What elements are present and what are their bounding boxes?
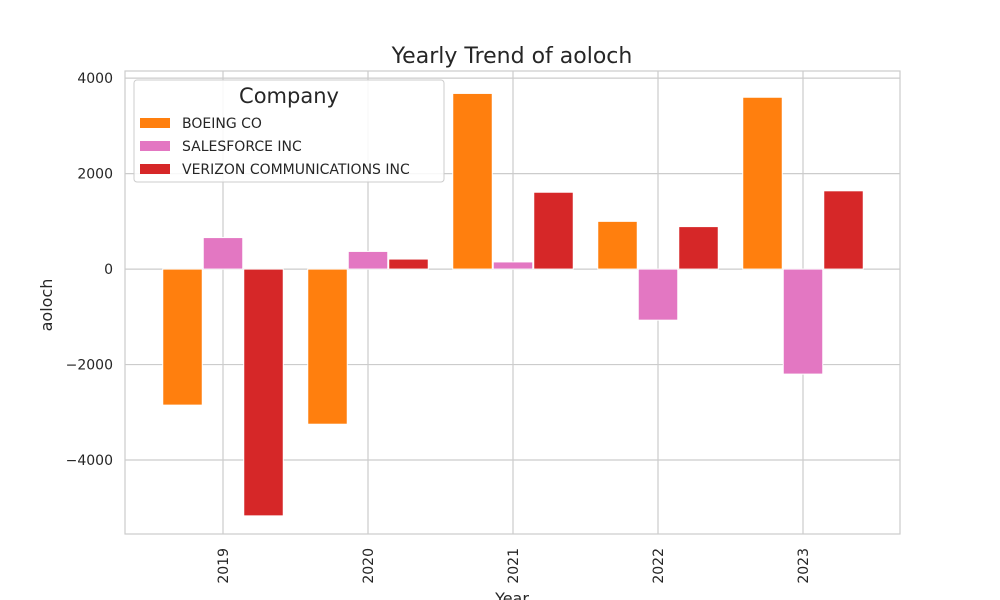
x-tick-label: 2023 xyxy=(796,548,812,584)
bar xyxy=(742,96,783,270)
legend-entry: SALESFORCE INC xyxy=(182,139,302,155)
bar xyxy=(637,268,679,321)
tick-labels: −4000 −2000 0 2000 4000 2019 2020 2021 2022 2023 xyxy=(66,71,812,583)
bar xyxy=(347,250,389,270)
legend-title: Company xyxy=(239,84,339,108)
legend-entry: VERIZON COMMUNICATIONS INC xyxy=(182,162,410,178)
bar xyxy=(678,226,719,270)
y-tick-label: −4000 xyxy=(66,453,113,469)
chart-title: Yearly Trend of aoloch xyxy=(391,44,633,69)
bar xyxy=(492,261,534,270)
plot-frame xyxy=(124,70,901,535)
bar xyxy=(243,268,284,517)
x-tick-label: 2021 xyxy=(506,548,522,584)
legend-entry: BOEING CO xyxy=(182,116,262,132)
bars xyxy=(162,92,864,517)
legend-swatch xyxy=(140,141,170,151)
y-tick-label: 4000 xyxy=(77,71,113,87)
bar xyxy=(202,237,244,270)
bar xyxy=(597,220,638,270)
bar xyxy=(823,190,864,270)
y-tick-label: −2000 xyxy=(66,358,113,374)
bar xyxy=(307,268,348,425)
x-tick-label: 2019 xyxy=(216,548,232,584)
x-axis-label: Year xyxy=(494,589,529,600)
y-tick-label: 2000 xyxy=(77,167,113,183)
bar xyxy=(782,268,824,375)
legend-box xyxy=(133,79,445,183)
bar xyxy=(533,191,574,270)
legend: Company BOEING CO SALESFORCE INC VERIZON C… xyxy=(133,79,445,183)
x-tick-label: 2020 xyxy=(361,548,377,584)
y-axis-label: aoloch xyxy=(37,279,56,332)
legend-items: BOEING CO SALESFORCE INC VERIZON COMMUNICA… xyxy=(140,116,410,178)
bar xyxy=(162,268,203,406)
x-tick-label: 2022 xyxy=(651,548,667,584)
bar xyxy=(388,258,429,270)
legend-swatch xyxy=(140,118,170,128)
legend-swatch xyxy=(140,164,170,174)
y-tick-label: 0 xyxy=(104,262,113,278)
bar xyxy=(452,92,493,270)
